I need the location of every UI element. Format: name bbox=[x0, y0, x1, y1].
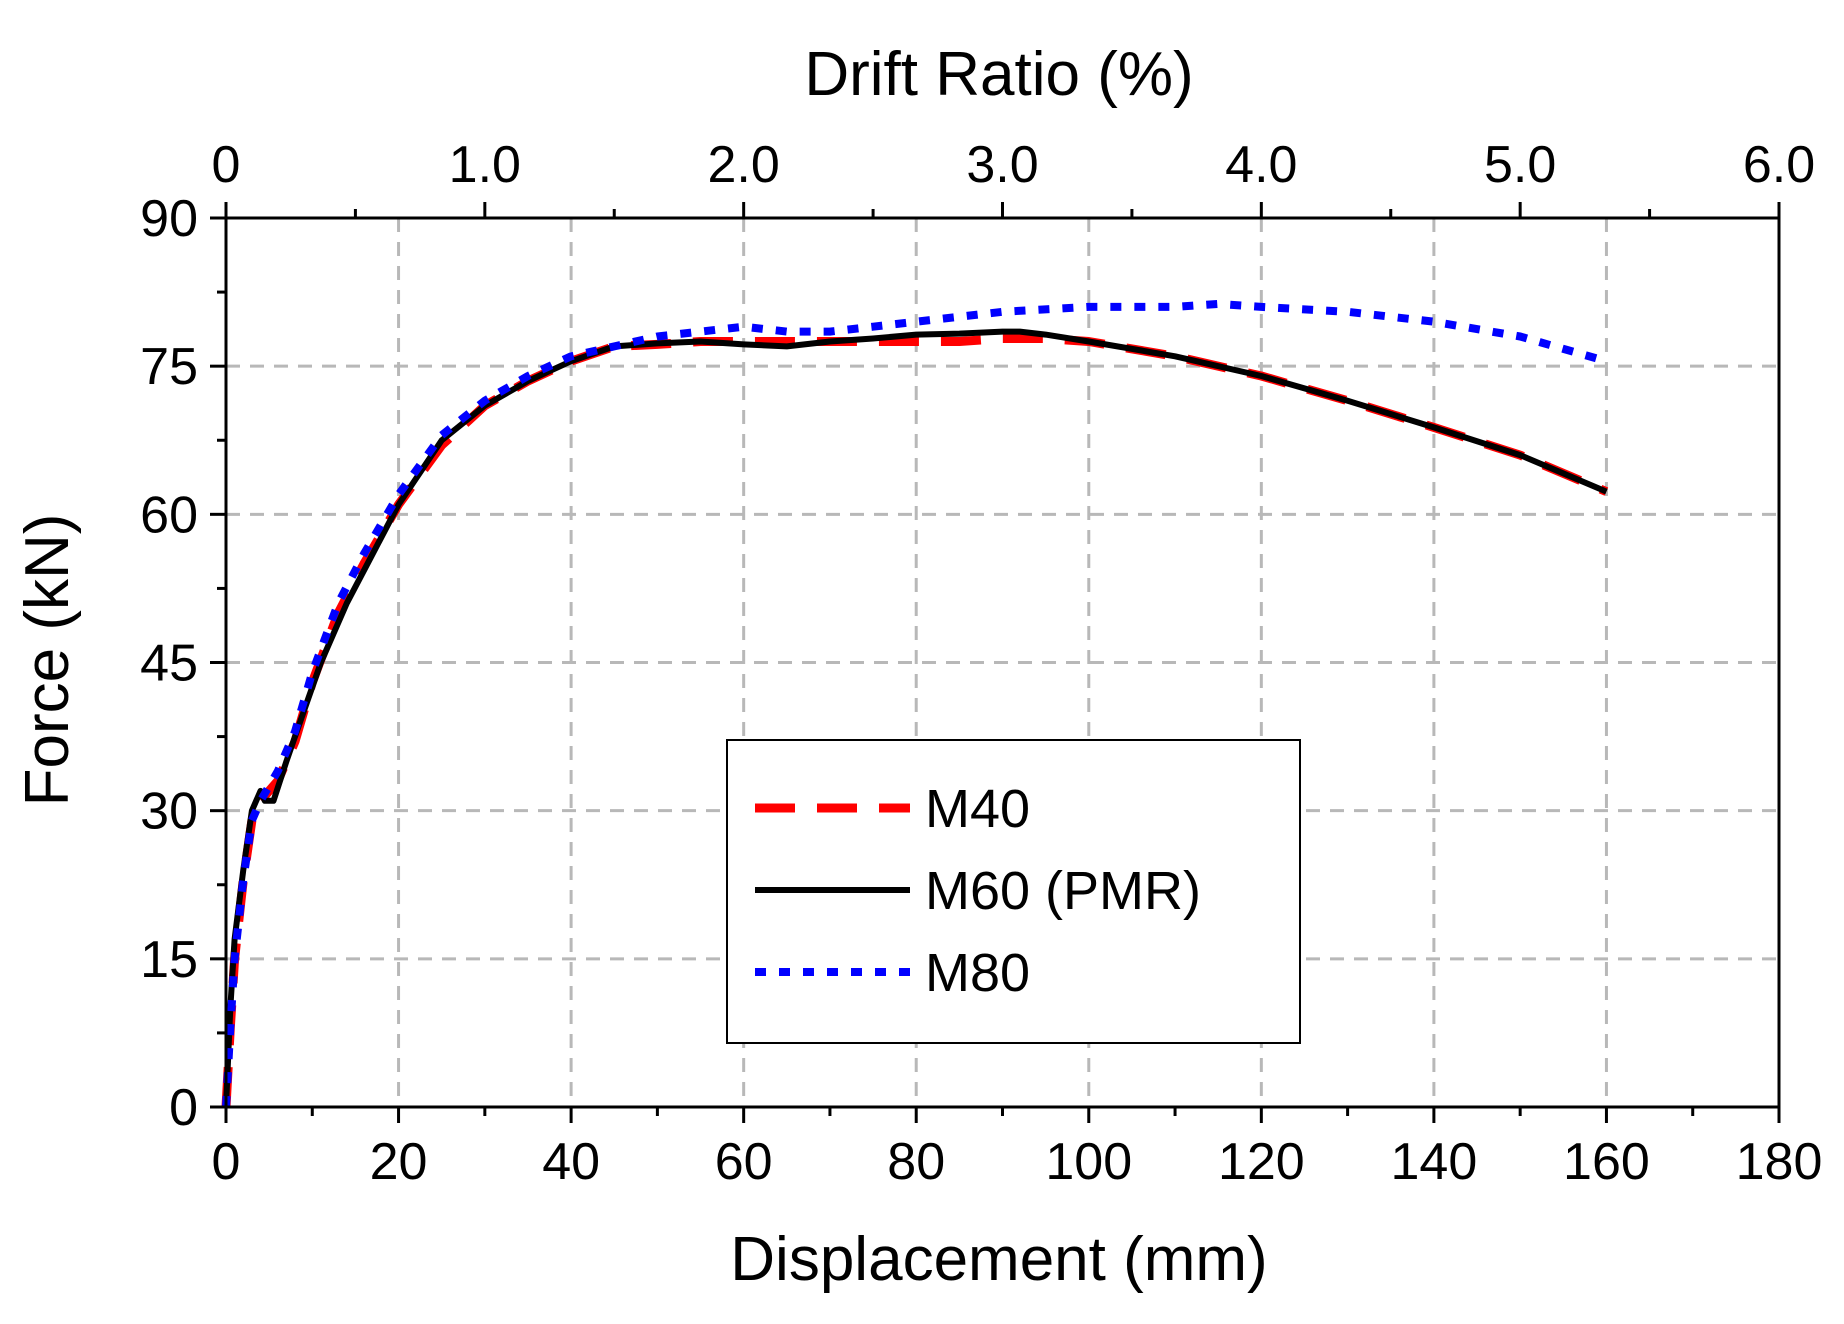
x-tick-label: 20 bbox=[370, 1133, 428, 1191]
legend-label-2: M80 bbox=[925, 943, 1030, 1003]
legend: M40 M60 (PMR) M80 bbox=[726, 739, 1301, 1044]
x-tick-label: 160 bbox=[1563, 1133, 1650, 1191]
y-axis-title: Force (kN) bbox=[13, 514, 82, 807]
y-tick-label: 0 bbox=[169, 1079, 198, 1137]
x2-tick-label: 4.0 bbox=[1225, 136, 1297, 194]
y-tick-label: 30 bbox=[140, 783, 198, 841]
legend-items: M40 M60 (PMR) M80 bbox=[755, 779, 1201, 1003]
x-tick-label: 40 bbox=[542, 1133, 600, 1191]
x-tick-label: 120 bbox=[1218, 1133, 1305, 1191]
x-tick-label: 140 bbox=[1391, 1133, 1478, 1191]
x2-tick-label: 5.0 bbox=[1484, 136, 1556, 194]
x2-tick-label: 1.0 bbox=[449, 136, 521, 194]
x2-tick-label: 0 bbox=[212, 136, 241, 194]
x-tick-label: 60 bbox=[715, 1133, 773, 1191]
x2-tick-label: 6.0 bbox=[1743, 136, 1815, 194]
data-series bbox=[221, 299, 1609, 1108]
axis-ticks bbox=[210, 202, 1781, 1123]
x-tick-label: 180 bbox=[1736, 1133, 1823, 1191]
y-tick-label: 60 bbox=[140, 486, 198, 544]
x2-tick-label: 2.0 bbox=[708, 136, 780, 194]
x-axis-title: Displacement (mm) bbox=[730, 1225, 1267, 1294]
y-tick-label: 45 bbox=[140, 635, 198, 693]
x2-tick-label: 3.0 bbox=[966, 136, 1038, 194]
x2-axis-title: Drift Ratio (%) bbox=[804, 40, 1193, 109]
y-tick-label: 15 bbox=[140, 931, 198, 989]
series-line-2 bbox=[222, 299, 1608, 1108]
legend-label-1: M60 (PMR) bbox=[925, 861, 1201, 921]
legend-label-0: M40 bbox=[925, 779, 1030, 839]
x-tick-label: 80 bbox=[887, 1133, 945, 1191]
y-tick-label: 90 bbox=[140, 190, 198, 248]
x-tick-label: 100 bbox=[1045, 1133, 1132, 1191]
x-tick-label: 0 bbox=[212, 1133, 241, 1191]
y-tick-label: 75 bbox=[140, 338, 198, 396]
